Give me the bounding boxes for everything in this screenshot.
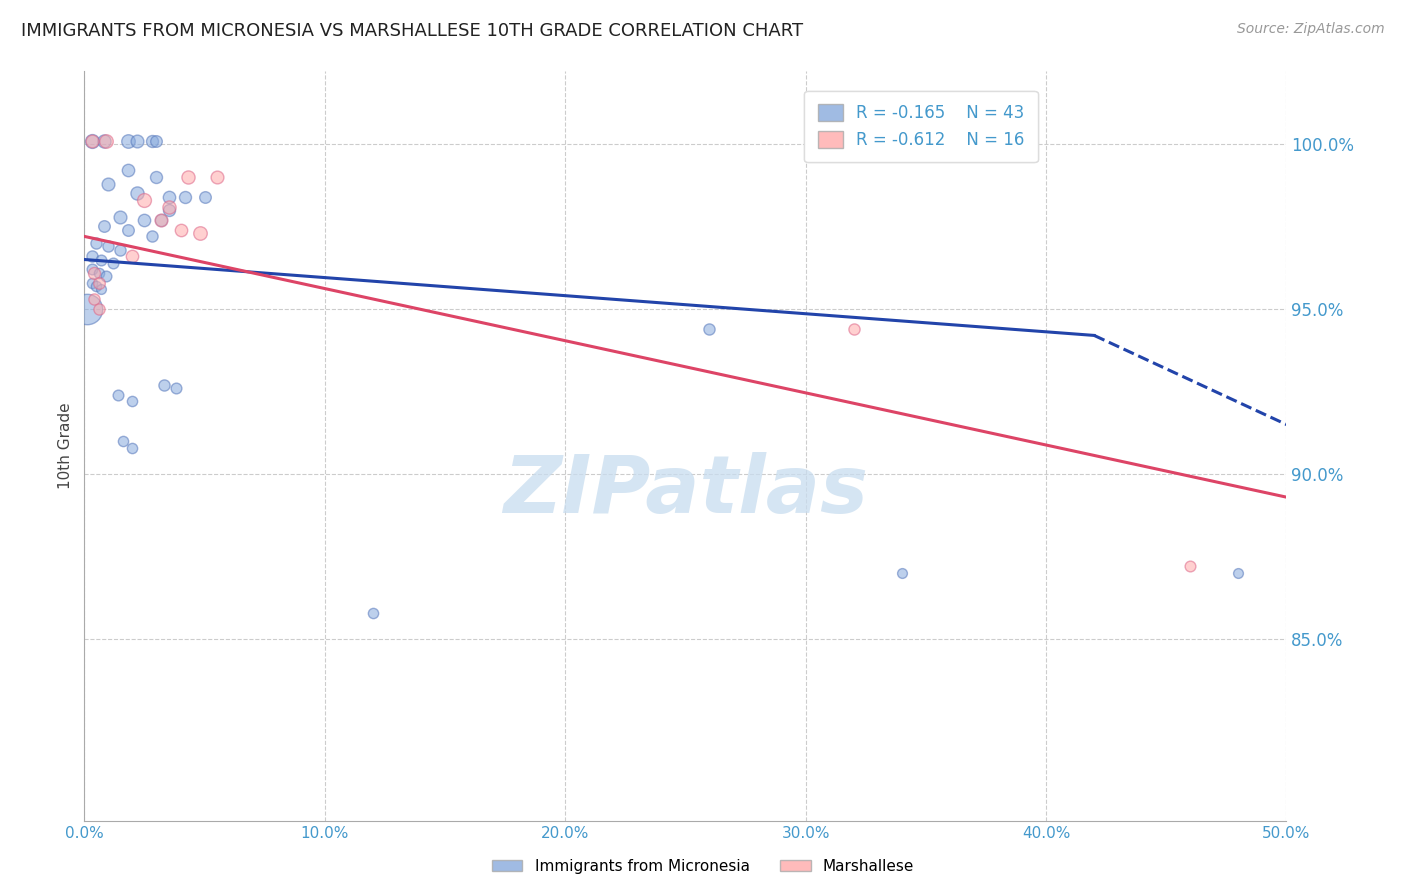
Point (93, 219, 115, 234)
Point (97, 177, 120, 191)
Point (141, 134, 163, 148)
Point (127, 186, 149, 201)
Point (86, 235, 108, 250)
Point (80, 262, 103, 277)
Point (890, 566, 912, 580)
Point (361, 606, 384, 620)
Legend: Immigrants from Micronesia, Marshallese: Immigrants from Micronesia, Marshallese (485, 853, 921, 880)
Point (205, 169, 228, 184)
Point (165, 381, 187, 395)
Point (842, 322, 865, 336)
Point (80, 134, 103, 148)
Point (121, 394, 143, 409)
Point (110, 243, 132, 257)
Point (194, 190, 217, 204)
Point (103, 256, 125, 270)
Point (1227, 566, 1250, 580)
Point (157, 190, 180, 204)
Point (134, 213, 156, 227)
Text: IMMIGRANTS FROM MICRONESIA VS MARSHALLESE 10TH GRADE CORRELATION CHART: IMMIGRANTS FROM MICRONESIA VS MARSHALLES… (21, 22, 803, 40)
Point (117, 163, 139, 178)
Point (110, 210, 132, 224)
Point (87, 266, 110, 280)
Legend: R = -0.165    N = 43, R = -0.612    N = 16: R = -0.165 N = 43, R = -0.612 N = 16 (804, 91, 1038, 162)
Point (699, 322, 721, 336)
Text: ZIPatlas: ZIPatlas (503, 452, 868, 530)
Point (157, 202, 180, 217)
Point (76, 301, 98, 316)
Point (127, 134, 149, 148)
Text: Source: ZipAtlas.com: Source: ZipAtlas.com (1237, 22, 1385, 37)
Point (145, 134, 167, 148)
Point (80, 134, 103, 148)
Point (94, 268, 117, 283)
Point (145, 169, 167, 184)
Point (117, 134, 139, 148)
Point (83, 266, 105, 280)
Point (152, 378, 174, 392)
Point (90, 252, 112, 267)
Point (174, 190, 197, 204)
Point (134, 193, 156, 207)
Point (141, 229, 163, 244)
Point (169, 223, 191, 237)
Point (80, 249, 103, 263)
Point (117, 223, 139, 237)
Point (121, 441, 143, 455)
Point (121, 249, 143, 263)
Point (157, 200, 180, 214)
Point (86, 279, 108, 293)
Point (1180, 559, 1202, 574)
Point (90, 282, 112, 296)
Point (94, 134, 117, 148)
Point (80, 276, 103, 290)
Point (93, 134, 115, 148)
Y-axis label: 10th Grade: 10th Grade (58, 402, 73, 490)
Point (150, 213, 173, 227)
Point (87, 276, 110, 290)
Point (177, 169, 200, 184)
Point (150, 213, 173, 227)
Point (83, 292, 105, 306)
Point (188, 226, 211, 240)
Point (87, 301, 110, 316)
Point (97, 239, 120, 253)
Point (111, 434, 134, 448)
Point (107, 388, 129, 402)
